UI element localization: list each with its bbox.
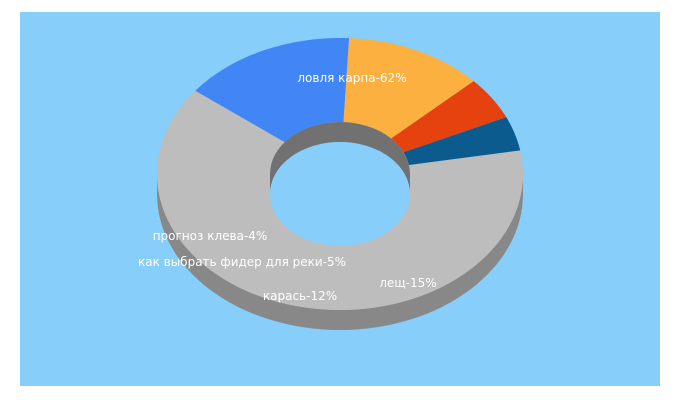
slice-0 — [156, 90, 524, 310]
slice-3 — [391, 81, 507, 153]
slice-1 — [195, 38, 350, 143]
slice-label-2: карась-12% — [263, 289, 337, 303]
donut-tops — [156, 38, 524, 310]
slice-label-4: прогноз клева-4% — [153, 229, 268, 243]
donut-labels: ловля карпа-62% лещ-15% карась-12% как выбр… — [138, 71, 437, 303]
slice-4 — [403, 117, 521, 165]
slice-2 — [343, 38, 474, 139]
slice-label-3: как выбрать фидер для реки-5% — [138, 255, 346, 269]
hole-wall — [270, 122, 410, 194]
slice-label-0: ловля карпа-62% — [297, 71, 406, 85]
hole-opening — [270, 142, 410, 246]
slice-label-1: лещ-15% — [379, 276, 436, 290]
